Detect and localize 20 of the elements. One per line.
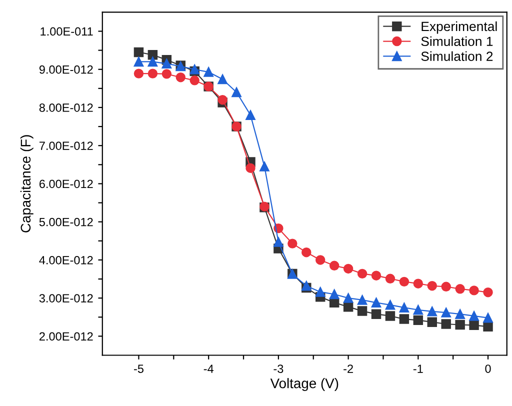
x-tick-label: -3 — [274, 364, 284, 373]
y-axis-title: Capacitance (F) — [20, 135, 34, 232]
legend-label: Simulation 2 — [421, 51, 493, 61]
x-tick-label: 0 — [485, 364, 491, 373]
y-tick-label: 8.00E-012 — [39, 104, 93, 112]
legend-label: Simulation 1 — [421, 36, 493, 46]
x-tick-label: -4 — [204, 364, 214, 373]
x-tick-label: -2 — [344, 364, 353, 373]
y-tick-label: 5.00E-012 — [39, 218, 93, 226]
y-tick-label: 7.00E-012 — [40, 142, 93, 150]
y-tick-label: 1.00E-011 — [40, 27, 93, 36]
y-tick-label: 3.00E-012 — [39, 294, 93, 302]
legend-label: Experimental — [422, 21, 497, 34]
y-tick-label: 6.00E-012 — [39, 180, 93, 188]
y-tick-label: 2.00E-012 — [39, 332, 93, 341]
x-tick-label: -5 — [134, 364, 144, 373]
x-tick-label: -1 — [413, 364, 423, 373]
y-tick-label: 4.00E-012 — [39, 256, 93, 264]
y-tick-label: 9.00E-012 — [39, 65, 93, 74]
x-axis-title: Voltage (V) — [270, 378, 338, 392]
